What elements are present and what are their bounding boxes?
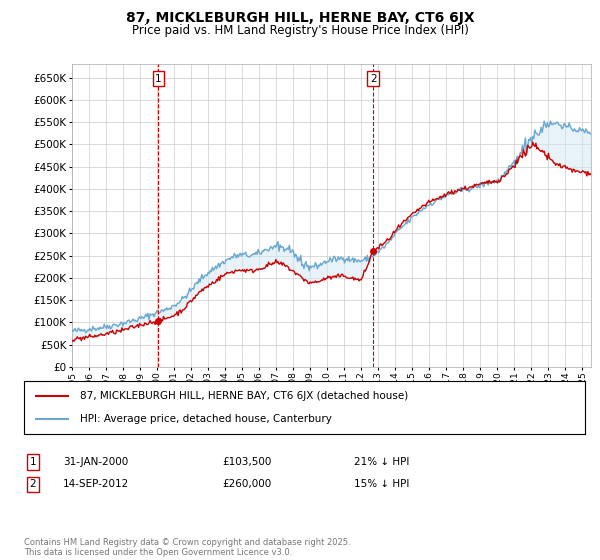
Text: 2: 2 bbox=[370, 73, 377, 83]
Text: 15% ↓ HPI: 15% ↓ HPI bbox=[354, 479, 409, 489]
Text: 31-JAN-2000: 31-JAN-2000 bbox=[63, 457, 128, 467]
Text: £103,500: £103,500 bbox=[222, 457, 271, 467]
Text: 87, MICKLEBURGH HILL, HERNE BAY, CT6 6JX: 87, MICKLEBURGH HILL, HERNE BAY, CT6 6JX bbox=[125, 11, 475, 25]
Text: £260,000: £260,000 bbox=[222, 479, 271, 489]
Text: Price paid vs. HM Land Registry's House Price Index (HPI): Price paid vs. HM Land Registry's House … bbox=[131, 24, 469, 37]
Text: Contains HM Land Registry data © Crown copyright and database right 2025.
This d: Contains HM Land Registry data © Crown c… bbox=[24, 538, 350, 557]
Text: HPI: Average price, detached house, Canterbury: HPI: Average price, detached house, Cant… bbox=[80, 414, 332, 424]
Text: 14-SEP-2012: 14-SEP-2012 bbox=[63, 479, 129, 489]
Text: 1: 1 bbox=[155, 73, 162, 83]
Text: 87, MICKLEBURGH HILL, HERNE BAY, CT6 6JX (detached house): 87, MICKLEBURGH HILL, HERNE BAY, CT6 6JX… bbox=[80, 391, 409, 401]
Text: 21% ↓ HPI: 21% ↓ HPI bbox=[354, 457, 409, 467]
Text: 2: 2 bbox=[29, 479, 37, 489]
Text: 1: 1 bbox=[29, 457, 37, 467]
